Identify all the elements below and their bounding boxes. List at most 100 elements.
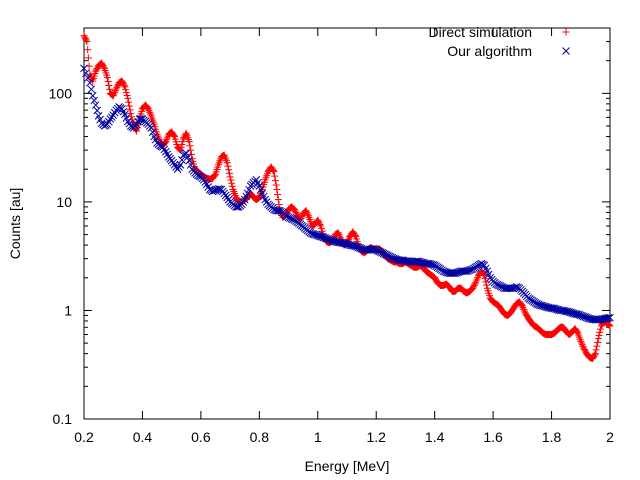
data-point-cross [312, 231, 321, 239]
series-layer [80, 32, 614, 363]
data-point-cross [541, 302, 550, 311]
data-point-cross [424, 259, 433, 268]
y-tick-label: 100 [49, 85, 73, 101]
data-point-plus [170, 131, 178, 139]
data-point-plus [272, 181, 280, 189]
data-point-plus [145, 107, 153, 115]
data-point-plus [304, 212, 312, 220]
data-point-plus [81, 35, 89, 43]
data-point-cross [464, 266, 473, 275]
data-point-plus [303, 208, 311, 216]
data-point-plus [111, 88, 119, 96]
x-tick-label: 1 [314, 429, 322, 445]
data-point-cross [309, 230, 318, 238]
x-tick-label: 0.4 [133, 429, 153, 445]
data-point-cross [341, 239, 350, 248]
data-point-plus [302, 207, 310, 215]
data-point-cross [566, 308, 575, 317]
data-point-cross [416, 258, 424, 266]
data-point-plus [274, 196, 282, 204]
data-point-plus [110, 90, 118, 98]
data-point-cross [274, 206, 283, 215]
data-point-cross [569, 309, 578, 318]
data-point-plus [304, 210, 312, 218]
data-point-plus [125, 98, 133, 106]
data-point-cross [147, 124, 156, 132]
x-tick-label: 2 [606, 429, 614, 445]
data-point-cross [552, 305, 560, 313]
data-point-plus [146, 110, 154, 118]
data-point-plus [100, 63, 108, 71]
data-point-cross [550, 304, 559, 313]
data-point-plus [127, 110, 135, 118]
data-point-plus [472, 277, 480, 285]
data-point-cross [201, 178, 210, 186]
data-point-plus [123, 91, 131, 99]
data-point-plus [127, 113, 135, 121]
data-point-plus [106, 85, 114, 93]
data-point-cross [391, 255, 400, 263]
data-point-cross [87, 85, 96, 94]
data-point-cross [439, 267, 448, 276]
data-point-plus [163, 134, 171, 142]
data-point-plus [314, 216, 322, 224]
data-point-cross [462, 267, 471, 276]
data-point-plus [163, 136, 171, 144]
data-point-cross [584, 314, 592, 322]
data-point-plus [111, 87, 119, 95]
data-point-plus [577, 337, 585, 345]
legend-label: Our algorithm [447, 43, 532, 59]
series-direct-simulation [80, 32, 614, 363]
data-point-cross [465, 266, 474, 275]
data-point-plus [80, 32, 88, 40]
data-point-plus [334, 229, 342, 237]
data-point-plus [315, 218, 323, 226]
data-point-cross [232, 203, 240, 211]
data-point-plus [335, 230, 343, 238]
data-point-plus [291, 207, 299, 215]
data-point-plus [271, 172, 279, 180]
y-axis-label: Counts [au] [7, 188, 23, 260]
data-point-plus [124, 94, 132, 102]
data-point-plus [122, 86, 130, 94]
data-point-cross [82, 69, 90, 78]
data-point-cross [172, 163, 180, 171]
data-point-plus [579, 342, 587, 350]
data-point-plus [518, 302, 526, 310]
data-point-cross [237, 200, 246, 209]
data-point-plus [187, 150, 195, 158]
data-point-plus [274, 191, 282, 199]
data-point-cross [308, 229, 316, 238]
data-point-plus [595, 331, 603, 339]
data-point-cross [91, 101, 100, 109]
y-tick-label: 0.1 [53, 411, 73, 427]
data-point-plus [83, 38, 91, 46]
data-point-cross [389, 254, 398, 263]
data-point-plus [273, 186, 281, 194]
data-point-plus [126, 106, 134, 114]
data-point-plus [105, 81, 113, 89]
x-tick-label: 0.8 [250, 429, 270, 445]
data-point-plus [269, 166, 277, 174]
data-point-plus [103, 73, 111, 81]
data-point-plus [225, 169, 233, 177]
data-point-plus [315, 219, 323, 227]
data-point-cross [427, 260, 436, 269]
data-point-plus [119, 80, 127, 88]
data-point-plus [187, 146, 195, 154]
data-point-cross [538, 302, 547, 310]
data-point-cross [159, 143, 167, 151]
data-point-plus [592, 346, 600, 354]
data-point-cross [223, 193, 232, 202]
data-point-cross [311, 230, 319, 239]
data-point-cross [321, 234, 329, 242]
y-tick-label: 10 [56, 194, 72, 210]
data-point-plus [223, 159, 231, 167]
data-point-plus [596, 328, 604, 336]
data-point-plus [113, 83, 121, 91]
data-point-plus [480, 271, 488, 279]
data-point-cross [175, 163, 183, 171]
data-point-plus [270, 168, 278, 176]
data-point-cross [319, 233, 328, 242]
